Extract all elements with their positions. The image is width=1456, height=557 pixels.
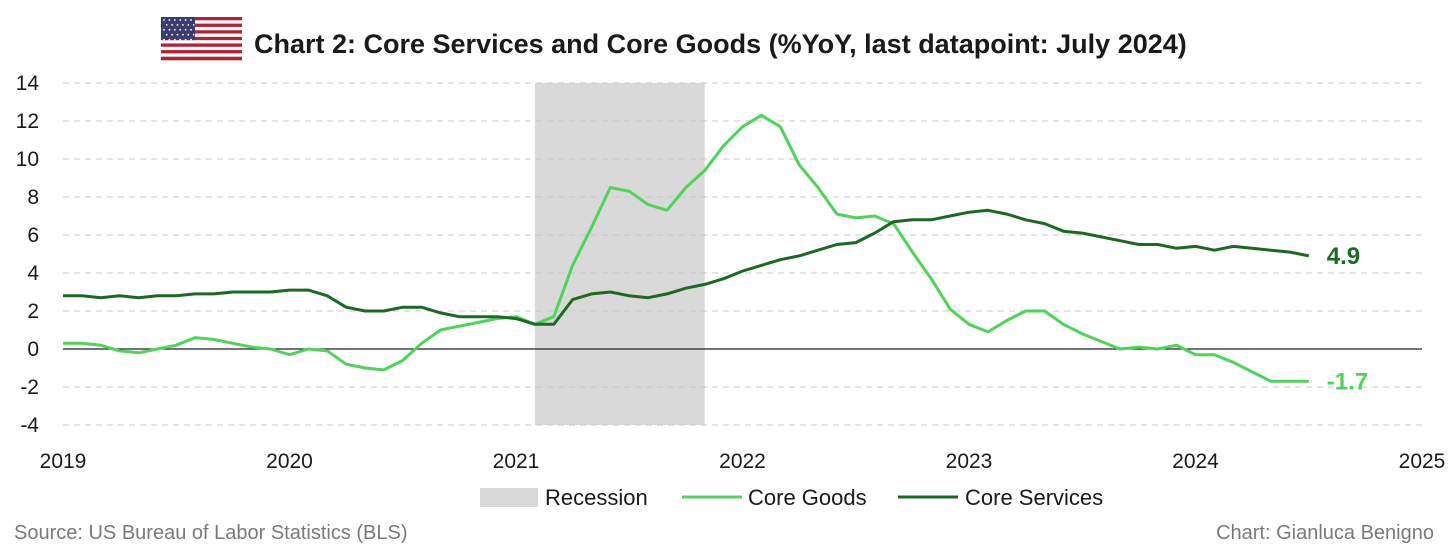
- x-tick-label: 2019: [40, 450, 87, 473]
- y-tick-label: 14: [16, 72, 40, 95]
- y-tick-label: 2: [27, 300, 39, 323]
- legend-recession-swatch: [480, 488, 538, 507]
- y-tick-label: 0: [27, 338, 39, 361]
- x-tick-label: 2021: [493, 450, 540, 473]
- core-goods-line: [63, 113, 1309, 383]
- x-tick-label: 2024: [1172, 450, 1219, 473]
- core-services-line: [63, 208, 1310, 326]
- x-tick-label: 2025: [1399, 450, 1446, 473]
- chart-title: Chart 2: Core Services and Core Goods (%…: [254, 29, 1187, 59]
- y-tick-label: 4: [27, 262, 39, 285]
- y-tick-label: 6: [27, 224, 39, 247]
- core-goods-end-label: -1.7: [1327, 368, 1368, 395]
- legend-recession-label: Recession: [545, 485, 648, 510]
- x-tick-label: 2022: [719, 450, 766, 473]
- y-tick-label: 8: [27, 186, 39, 209]
- source-note: Source: US Bureau of Labor Statistics (B…: [14, 522, 408, 544]
- us-flag-icon: [161, 17, 242, 61]
- legend-core-services-label: Core Services: [965, 485, 1103, 510]
- core-services-end-label: 4.9: [1327, 243, 1360, 270]
- legend-core-goods-label: Core Goods: [748, 485, 867, 510]
- x-tick-label: 2020: [266, 450, 313, 473]
- x-tick-label: 2023: [946, 450, 993, 473]
- legend: Recession Core Goods Core Services: [480, 485, 1103, 510]
- y-tick-label: 12: [16, 110, 39, 133]
- recession-band: [534, 83, 705, 425]
- y-tick-label: 10: [16, 148, 39, 171]
- chart-credit: Chart: Gianluca Benigno: [1216, 522, 1434, 544]
- y-tick-label: -2: [20, 376, 39, 399]
- y-tick-label: -4: [20, 414, 39, 437]
